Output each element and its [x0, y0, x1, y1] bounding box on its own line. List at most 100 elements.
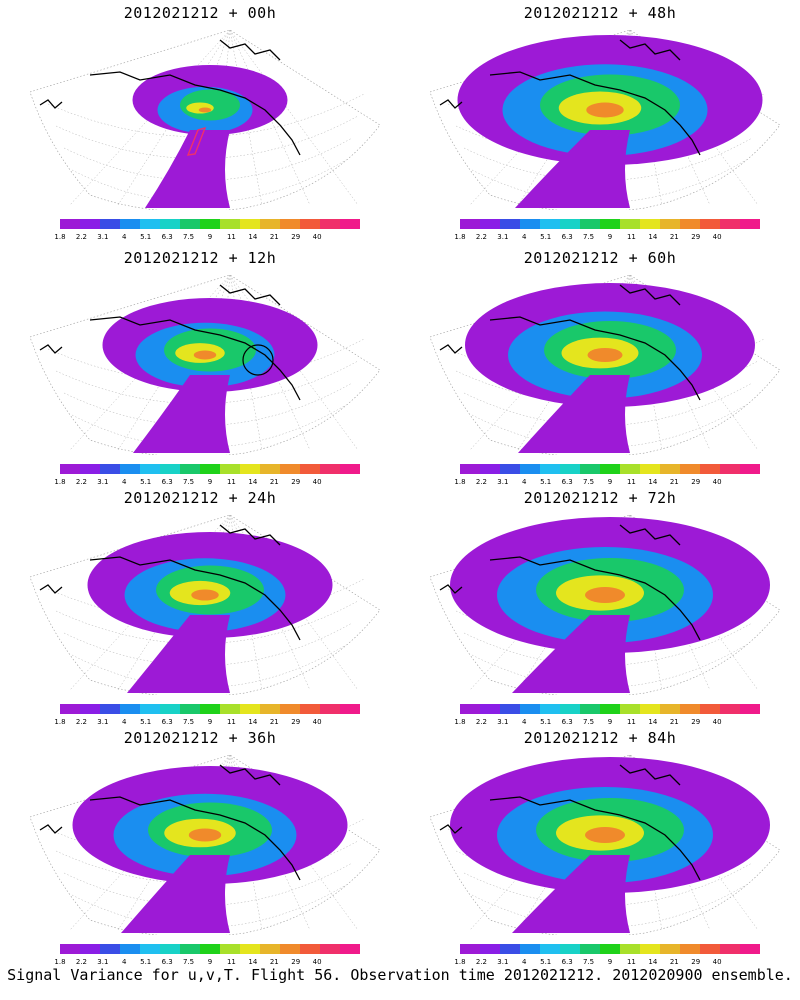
colorbar-cell — [220, 704, 240, 714]
colorbar-labels: 1.8 2.2 3.1 4 5.1 6.3 7.5 9 11 14 21 29 40 — [454, 233, 760, 243]
colorbar-label: 7.5 — [182, 718, 195, 726]
variance-map — [430, 515, 780, 695]
colorbar-label: 14 — [248, 958, 258, 966]
colorbar-cell — [260, 219, 280, 229]
latitude-line — [463, 622, 753, 666]
colorbar-cell — [140, 704, 160, 714]
colorbar-labels: 1.8 2.2 3.1 4 5.1 6.3 7.5 9 11 14 21 29 40 — [54, 478, 360, 488]
colorbar-cell — [160, 944, 180, 954]
colorbar-label: 21 — [269, 233, 279, 241]
colorbar-cell — [520, 704, 540, 714]
colorbar-label: 1.8 — [454, 718, 466, 726]
colorbar-label: 11 — [226, 718, 236, 726]
colorbar-cell — [460, 219, 480, 229]
colorbar-cell — [700, 219, 720, 229]
colorbar-label: 40 — [312, 478, 322, 486]
latitude-line — [471, 404, 747, 448]
colorbar-label: 2.2 — [475, 718, 487, 726]
latitude-line — [71, 159, 347, 203]
colorbar-cell — [700, 944, 720, 954]
colorbar-label: 6.3 — [161, 478, 173, 486]
colorbar-cell — [660, 219, 680, 229]
variance-contour — [586, 102, 624, 118]
latitude-line — [471, 884, 747, 928]
colorbar-cell — [60, 464, 80, 474]
colorbar-cell — [660, 464, 680, 474]
colorbar-cell — [580, 219, 600, 229]
colorbar-label: 1.8 — [54, 233, 66, 241]
colorbar-cell — [480, 944, 500, 954]
colorbar-label: 5.1 — [140, 718, 152, 726]
colorbar-cell — [700, 704, 720, 714]
colorbar-cell — [720, 464, 740, 474]
colorbar-label: 21 — [669, 478, 679, 486]
forecast-panel: 2012021212 + 12h 1.8 2.2 3.1 4 5.1 6.3 7.5 9 11 14… — [0, 245, 400, 487]
forecast-panel: 2012021212 + 48h 1.8 2.2 3.1 4 5.1 6.3 7.5 9 11 14… — [400, 0, 800, 242]
colorbar-cell — [580, 944, 600, 954]
colorbar-label: 6.3 — [561, 718, 573, 726]
colorbar-cell — [560, 464, 580, 474]
colorbar-label: 5.1 — [140, 958, 152, 966]
colorbar-label: 14 — [648, 233, 658, 241]
colorbar-label: 3.1 — [97, 233, 109, 241]
longitude-line — [229, 30, 359, 206]
colorbar-cell — [560, 704, 580, 714]
colorbar-label: 40 — [712, 958, 722, 966]
colorbar-cell — [280, 944, 300, 954]
latitude-line — [55, 115, 359, 159]
colorbar-cell — [540, 219, 560, 229]
colorbar-cell — [200, 944, 220, 954]
colorbar-cell — [580, 704, 600, 714]
colorbar-cell — [100, 944, 120, 954]
forecast-panel: 2012021212 + 72h 1.8 2.2 3.1 4 5.1 6.3 7.5 9 11 14… — [400, 485, 800, 727]
colorbar-label: 6.3 — [161, 958, 173, 966]
colorbar-cell — [500, 219, 520, 229]
coastline — [439, 524, 701, 641]
colorbar-label: 11 — [626, 233, 636, 241]
colorbar-label: 3.1 — [497, 718, 509, 726]
colorbar-cell — [260, 464, 280, 474]
colorbar-label: 6.3 — [161, 233, 173, 241]
colorbar-label: 40 — [712, 233, 722, 241]
latitude-line — [471, 644, 747, 688]
colorbar-cell — [220, 219, 240, 229]
panel-title: 2012021212 + 36h — [123, 729, 277, 747]
colorbar-label: 5.1 — [540, 233, 552, 241]
colorbar-cell — [320, 944, 340, 954]
colorbar-label: 7.5 — [582, 718, 595, 726]
colorbar — [460, 704, 760, 714]
colorbar-cell — [60, 944, 80, 954]
colorbar-label: 40 — [712, 718, 722, 726]
colorbar-cell — [260, 944, 280, 954]
variance-contour — [127, 615, 230, 693]
colorbar-labels: 1.8 2.2 3.1 4 5.1 6.3 7.5 9 11 14 21 29 40 — [454, 958, 760, 968]
colorbar-label: 1.8 — [454, 478, 466, 486]
colorbar-label: 7.5 — [182, 958, 195, 966]
colorbar-cell — [100, 219, 120, 229]
colorbar-label: 40 — [312, 718, 322, 726]
panel-title: 2012021212 + 24h — [123, 489, 277, 507]
colorbar-cell — [200, 464, 220, 474]
colorbar-cell — [180, 219, 200, 229]
colorbar-label: 29 — [691, 718, 701, 726]
colorbar-label: 14 — [248, 478, 258, 486]
colorbar-cell — [120, 944, 140, 954]
colorbar-label: 21 — [269, 718, 279, 726]
colorbar-cell — [240, 464, 260, 474]
latitude-line — [63, 862, 353, 906]
latitude-line — [71, 644, 347, 688]
variance-contour — [198, 107, 212, 113]
colorbar-cell — [660, 704, 680, 714]
colorbar-label: 5.1 — [140, 233, 152, 241]
colorbar-label: 21 — [269, 958, 279, 966]
colorbar-label: 9 — [607, 958, 613, 966]
colorbar-cell — [60, 219, 80, 229]
colorbar-cell — [240, 219, 260, 229]
colorbar-label: 4 — [522, 233, 527, 241]
colorbar-cell — [220, 464, 240, 474]
colorbar-cell — [320, 464, 340, 474]
colorbar-label: 9 — [607, 478, 613, 486]
colorbar-cell — [740, 464, 760, 474]
colorbar-label: 29 — [291, 478, 301, 486]
colorbar-cell — [80, 944, 100, 954]
